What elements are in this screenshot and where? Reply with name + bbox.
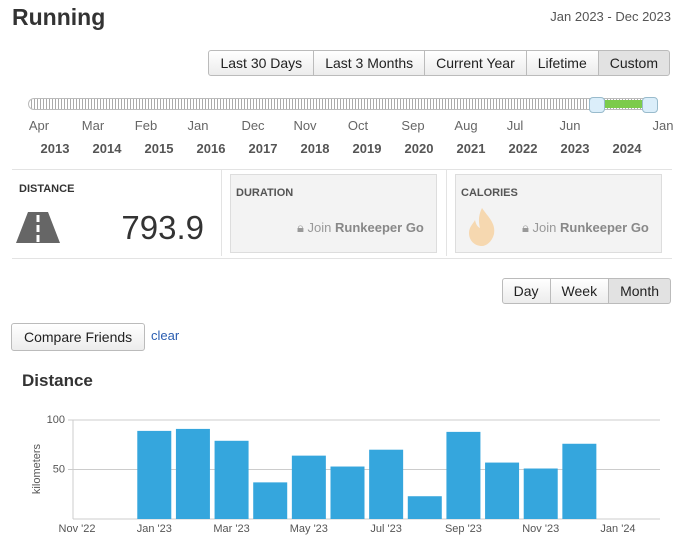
timeline-year: 2020 <box>404 141 434 156</box>
y-tick-label: 100 <box>47 414 65 426</box>
x-tick-label: Sep '23 <box>445 523 482 535</box>
bar <box>175 428 210 519</box>
x-tick-label: Nov '23 <box>522 523 559 535</box>
bar <box>214 440 249 519</box>
x-tick-label: Jul '23 <box>370 523 401 535</box>
road-icon <box>16 212 60 243</box>
date-range: Jan 2023 - Dec 2023 <box>550 9 671 24</box>
timeline-month: Jul <box>506 118 524 133</box>
flame-icon <box>469 208 495 246</box>
upsell[interactable]: 🔒︎ Join Runkeeper Go <box>297 220 424 235</box>
divider <box>221 170 222 256</box>
divider <box>446 170 447 256</box>
timeline-year: 2013 <box>40 141 70 156</box>
timeline-handle[interactable] <box>642 97 658 113</box>
upsell-product: Runkeeper Go <box>560 220 649 235</box>
timeline-month: Oct <box>347 118 369 133</box>
bar <box>137 430 172 519</box>
bar <box>253 482 288 519</box>
timeline-range <box>603 100 643 108</box>
y-axis-title: kilometers <box>31 443 43 494</box>
button[interactable]: Week <box>549 278 610 304</box>
timeline-year: 2016 <box>196 141 226 156</box>
timeline-year: 2017 <box>248 141 278 156</box>
timeline-month: Mar <box>81 118 105 133</box>
button[interactable]: Month <box>608 278 671 304</box>
page-title: Running <box>12 4 106 30</box>
timeline-year: 2019 <box>352 141 382 156</box>
timeline-year: 2022 <box>508 141 538 156</box>
timeline-track[interactable] <box>28 98 657 110</box>
timeline-month: Dec <box>241 118 265 133</box>
timeline-month: Jan <box>187 118 209 133</box>
button[interactable]: Day <box>501 278 551 304</box>
button[interactable]: Last 30 Days <box>208 50 315 76</box>
stat-label: DURATION <box>236 187 294 199</box>
bar <box>291 455 326 519</box>
timeline-month: Feb <box>134 118 158 133</box>
x-tick-label: Nov '22 <box>59 523 96 535</box>
button[interactable]: Last 3 Months <box>313 50 426 76</box>
stat-label: DISTANCE <box>19 183 75 195</box>
upsell-text: Join <box>307 220 332 235</box>
stat-value: 793.9 <box>121 209 204 246</box>
chart: kilometers 50 100 Nov '22 Jan '23 Mar '23 May… <box>31 414 660 535</box>
bar <box>523 468 558 519</box>
timeline-month: Jan <box>652 118 674 133</box>
bar <box>369 449 404 519</box>
locked-stat <box>230 174 437 253</box>
bar <box>446 431 481 519</box>
button[interactable]: Current Year <box>424 50 527 76</box>
timeline-year: 2023 <box>560 141 590 156</box>
upsell-product: Runkeeper Go <box>335 220 424 235</box>
chart-heading: Distance <box>22 371 93 390</box>
timeline-year: 2024 <box>612 141 642 156</box>
timeline-handle[interactable] <box>589 97 605 113</box>
timeline-year: 2014 <box>92 141 122 156</box>
bar <box>485 462 520 519</box>
x-tick-label: Jan '23 <box>137 523 172 535</box>
clear-link[interactable]: clear <box>151 328 180 343</box>
x-tick-label: May '23 <box>290 523 328 535</box>
bar <box>562 443 597 519</box>
stats-row <box>12 169 672 259</box>
y-tick-label: 50 <box>53 463 65 475</box>
timeline-month: Jun <box>559 118 581 133</box>
timeline-year: 2015 <box>144 141 174 156</box>
upsell-text: Join <box>532 220 557 235</box>
x-tick-label: Jan '24 <box>600 523 635 535</box>
button[interactable]: Lifetime <box>525 50 599 76</box>
timeline-month: Aug <box>454 118 478 133</box>
bar <box>407 496 442 519</box>
timeline-month: Nov <box>293 118 317 133</box>
timeline-month: Apr <box>28 118 50 133</box>
timeline-year: 2021 <box>456 141 486 156</box>
compare-button[interactable]: Compare Friends <box>11 323 146 351</box>
timeline-month: Sep <box>401 118 425 133</box>
bar <box>330 466 365 519</box>
upsell[interactable]: 🔒︎ Join Runkeeper Go <box>522 220 649 235</box>
timeline-year: 2018 <box>300 141 330 156</box>
period-buttons: Day Week Month <box>501 278 671 304</box>
x-tick-label: Mar '23 <box>213 523 249 535</box>
stat-label: CALORIES <box>461 187 518 199</box>
range-buttons: Last 30 Days Last 3 Months Current Year Lif… <box>208 50 670 76</box>
button[interactable]: Custom <box>597 50 670 76</box>
